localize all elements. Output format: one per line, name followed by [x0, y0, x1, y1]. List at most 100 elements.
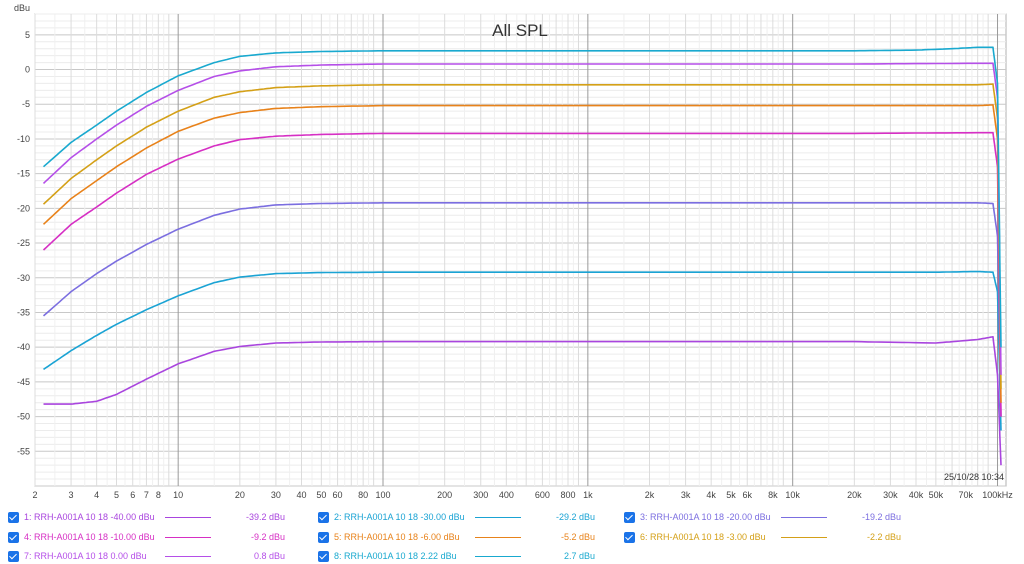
x-tick-label: 4k	[706, 490, 716, 500]
x-tick-label: 5	[114, 490, 119, 500]
legend-line-swatch	[475, 536, 521, 538]
y-tick-label: -15	[17, 169, 30, 179]
checkbox-checked-icon[interactable]	[318, 511, 329, 523]
legend-item-2[interactable]: 2: RRH-A001A 10 18 -30.00 dBu -29.2 dBu	[318, 509, 595, 525]
x-tick-label: 200	[437, 490, 452, 500]
x-tick-label: 3	[69, 490, 74, 500]
legend-series-value: -39.2 dBu	[245, 512, 285, 522]
grid	[34, 13, 1006, 487]
checkbox-checked-icon[interactable]	[8, 531, 19, 543]
x-tick-label: 80	[358, 490, 368, 500]
legend-series-value: -19.2 dBu	[861, 512, 901, 522]
legend-series-name: 5: RRH-A001A 10 18 -6.00 dBu	[334, 532, 460, 542]
checkbox-checked-icon[interactable]	[8, 550, 19, 562]
chart-title: All SPL	[492, 21, 548, 40]
x-tick-label: 4	[94, 490, 99, 500]
legend-series-name: 7: RRH-A001A 10 18 0.00 dBu	[24, 551, 147, 561]
x-tick-label: 2k	[645, 490, 655, 500]
series-line-4	[42, 131, 1002, 417]
checkbox-checked-icon[interactable]	[318, 531, 329, 543]
legend-line-swatch	[781, 536, 827, 538]
legend-series-value: 2.7 dBu	[563, 551, 595, 561]
checkbox-checked-icon[interactable]	[624, 531, 635, 543]
legend-series-name: 4: RRH-A001A 10 18 -10.00 dBu	[24, 532, 155, 542]
y-tick-label: -50	[17, 412, 30, 422]
x-tick-label: 400	[499, 490, 514, 500]
x-tick-label: 5k	[726, 490, 736, 500]
legend-line-swatch	[781, 516, 827, 518]
x-tick-label: 6	[130, 490, 135, 500]
y-axis-label: dBu	[14, 3, 30, 13]
x-tick-label: 8k	[768, 490, 778, 500]
legend-series-value: -5.2 dBu	[560, 532, 595, 542]
x-tick-label: 20	[235, 490, 245, 500]
series-line-5	[42, 104, 1002, 403]
legend-item-5[interactable]: 5: RRH-A001A 10 18 -6.00 dBu -5.2 dBu	[318, 529, 595, 545]
series-layer	[42, 46, 1002, 466]
checkbox-checked-icon[interactable]	[624, 511, 635, 523]
series-line-3	[42, 202, 1002, 417]
spl-chart: 2 3 4 5 6 7 8 10 20 30 40 50 60 80 100 200 300 400 600 800 1…	[14, 3, 1013, 500]
x-tick-label: 2	[32, 490, 37, 500]
legend-series-name: 6: RRH-A001A 10 18 -3.00 dBu	[640, 532, 766, 542]
series-line-7	[42, 62, 1002, 375]
series-line-2	[43, 270, 1002, 431]
x-tick-label: 100kHz	[982, 490, 1013, 500]
legend-line-swatch	[165, 555, 211, 557]
x-tick-label: 7	[144, 490, 149, 500]
tick-labels: 2 3 4 5 6 7 8 10 20 30 40 50 60 80 100 200 300 400 600 800 1…	[17, 30, 1013, 500]
legend-item-8[interactable]: 8: RRH-A001A 10 18 2.22 dBu 2.7 dBu	[318, 548, 595, 564]
legend-item-1[interactable]: 1: RRH-A001A 10 18 -40.00 dBu -39.2 dBu	[8, 509, 285, 525]
x-tick-label: 30k	[883, 490, 898, 500]
y-tick-label: 0	[25, 65, 30, 75]
x-tick-label: 70k	[959, 490, 974, 500]
y-tick-label: -30	[17, 273, 30, 283]
x-tick-label: 10k	[785, 490, 800, 500]
legend-series-name: 2: RRH-A001A 10 18 -30.00 dBu	[334, 512, 465, 522]
series-line-1	[43, 336, 1002, 466]
legend-line-swatch	[475, 555, 521, 557]
x-tick-label: 60	[333, 490, 343, 500]
checkbox-checked-icon[interactable]	[318, 550, 329, 562]
y-tick-label: 5	[25, 30, 30, 40]
timestamp: 25/10/28 10:34	[944, 472, 1004, 482]
legend-item-7[interactable]: 7: RRH-A001A 10 18 0.00 dBu 0.8 dBu	[8, 548, 285, 564]
x-tick-label: 600	[535, 490, 550, 500]
y-tick-label: -25	[17, 238, 30, 248]
x-tick-label: 50k	[929, 490, 944, 500]
y-tick-label: -5	[22, 99, 30, 109]
x-tick-label: 100	[375, 490, 390, 500]
series-line-6	[42, 83, 1002, 389]
y-tick-label: -40	[17, 342, 30, 352]
legend-series-value: -29.2 dBu	[555, 512, 595, 522]
x-tick-label: 40k	[909, 490, 924, 500]
legend-series-value: 0.8 dBu	[253, 551, 285, 561]
x-tick-label: 8	[156, 490, 161, 500]
legend-series-name: 8: RRH-A001A 10 18 2.22 dBu	[334, 551, 457, 561]
checkbox-checked-icon[interactable]	[8, 511, 19, 523]
legend-series-name: 1: RRH-A001A 10 18 -40.00 dBu	[24, 512, 155, 522]
legend-item-4[interactable]: 4: RRH-A001A 10 18 -10.00 dBu -9.2 dBu	[8, 529, 285, 545]
x-tick-label: 300	[473, 490, 488, 500]
x-tick-label: 30	[271, 490, 281, 500]
legend-line-swatch	[165, 536, 211, 538]
x-tick-label: 3k	[681, 490, 691, 500]
x-tick-label: 20k	[847, 490, 862, 500]
legend-line-swatch	[165, 516, 211, 518]
y-tick-label: -55	[17, 446, 30, 456]
x-tick-label: 6k	[742, 490, 752, 500]
legend-series-value: -9.2 dBu	[250, 532, 285, 542]
series-line-8	[42, 46, 1002, 348]
y-tick-label: -20	[17, 203, 30, 213]
x-tick-label: 1k	[583, 490, 593, 500]
legend-series-name: 3: RRH-A001A 10 18 -20.00 dBu	[640, 512, 771, 522]
legend-item-6[interactable]: 6: RRH-A001A 10 18 -3.00 dBu -2.2 dBu	[624, 529, 901, 545]
legend-series-value: -2.2 dBu	[866, 532, 901, 542]
y-tick-label: -10	[17, 134, 30, 144]
legend-item-3[interactable]: 3: RRH-A001A 10 18 -20.00 dBu -19.2 dBu	[624, 509, 901, 525]
y-tick-label: -35	[17, 307, 30, 317]
x-tick-label: 40	[296, 490, 306, 500]
x-tick-label: 800	[560, 490, 575, 500]
legend-line-swatch	[475, 516, 521, 518]
y-tick-label: -45	[17, 377, 30, 387]
